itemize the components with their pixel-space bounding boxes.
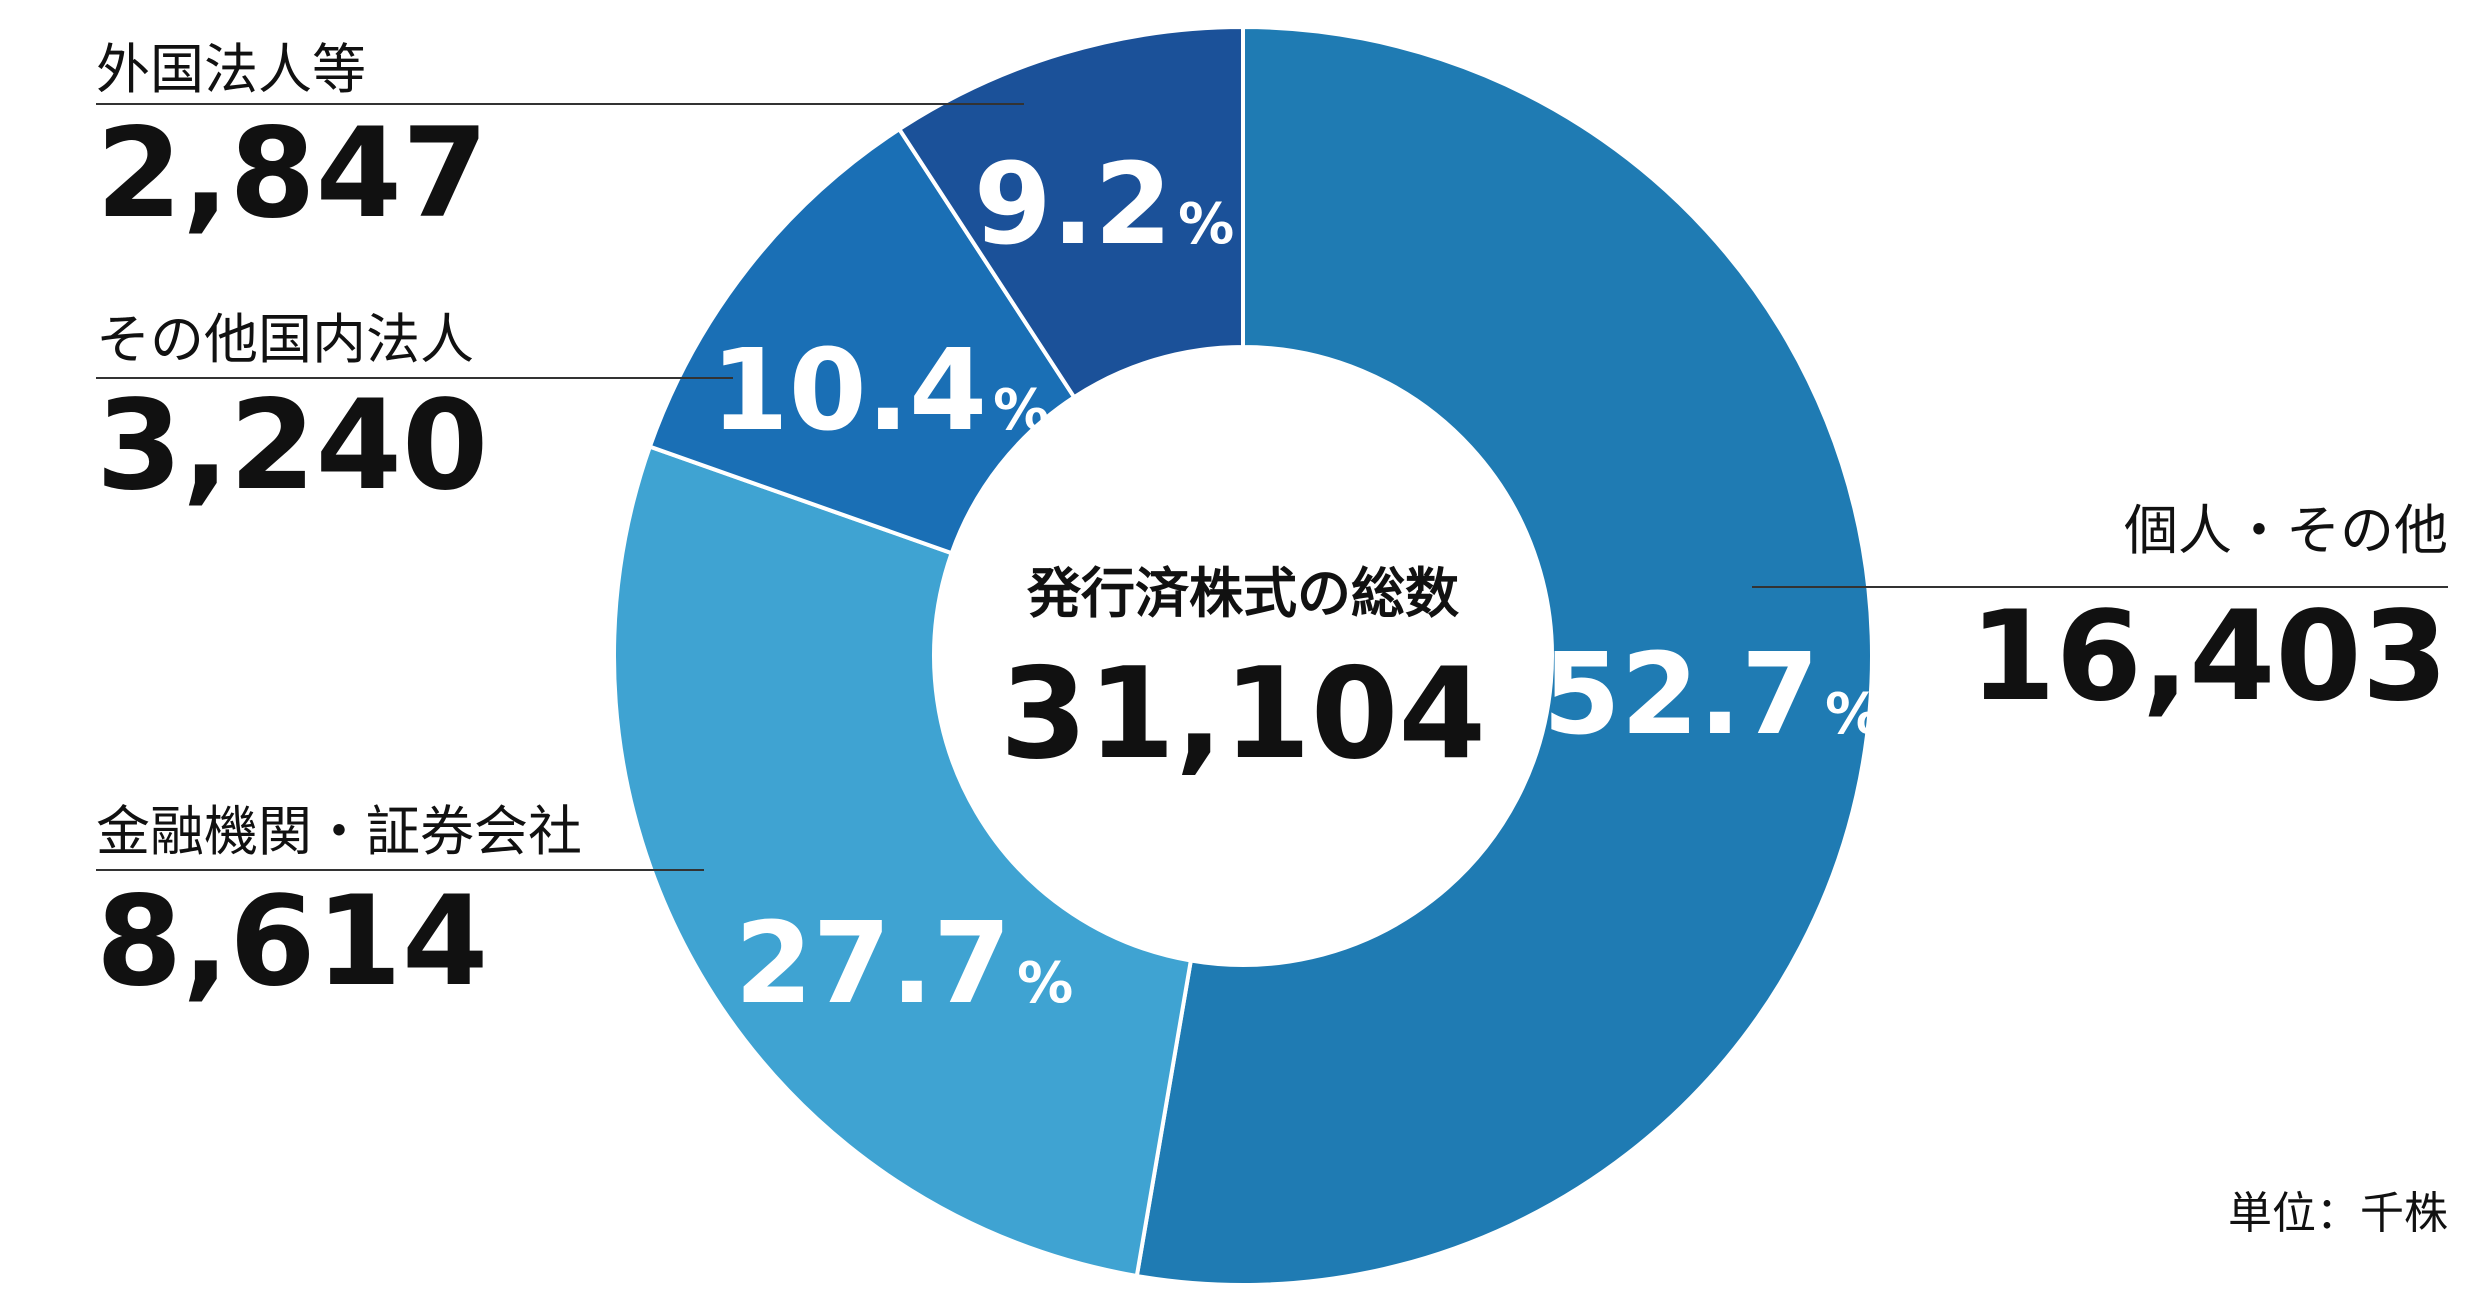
count-label: 16,403 [1969,585,2448,729]
percent-value: 52.7 [1543,630,1819,760]
total-label: 31,104 [1000,640,1486,787]
percent-unit: % [1017,951,1073,1016]
unit-note: 単位：千株 [2228,1188,2448,1239]
percent-unit: % [993,378,1049,443]
percent-label: 52.7% [1543,630,1881,760]
category-label: 外国法人等 [96,38,366,101]
slice [896,24,1245,400]
percent-label: 10.4% [711,326,1049,456]
category-label: 金融機関・証券会社 [96,800,582,863]
count-label: 2,847 [96,102,488,246]
percent-value: 27.7 [735,899,1011,1029]
percent-value: 10.4 [711,326,987,456]
slice [1134,24,1874,1287]
slice [612,444,1194,1279]
percent-label: 27.7% [735,899,1073,1029]
category-label: 個人・その他 [2124,499,2448,562]
percent-label: 9.2% [974,140,1235,270]
count-label: 3,240 [96,374,488,518]
percent-unit: % [1178,192,1234,257]
category-label: その他国内法人 [96,308,474,371]
count-label: 8,614 [96,870,488,1014]
percent-unit: % [1825,682,1881,747]
center-label: 発行済株式の総数 [1027,562,1459,625]
slices [612,24,1874,1287]
percent-value: 9.2 [974,140,1172,270]
